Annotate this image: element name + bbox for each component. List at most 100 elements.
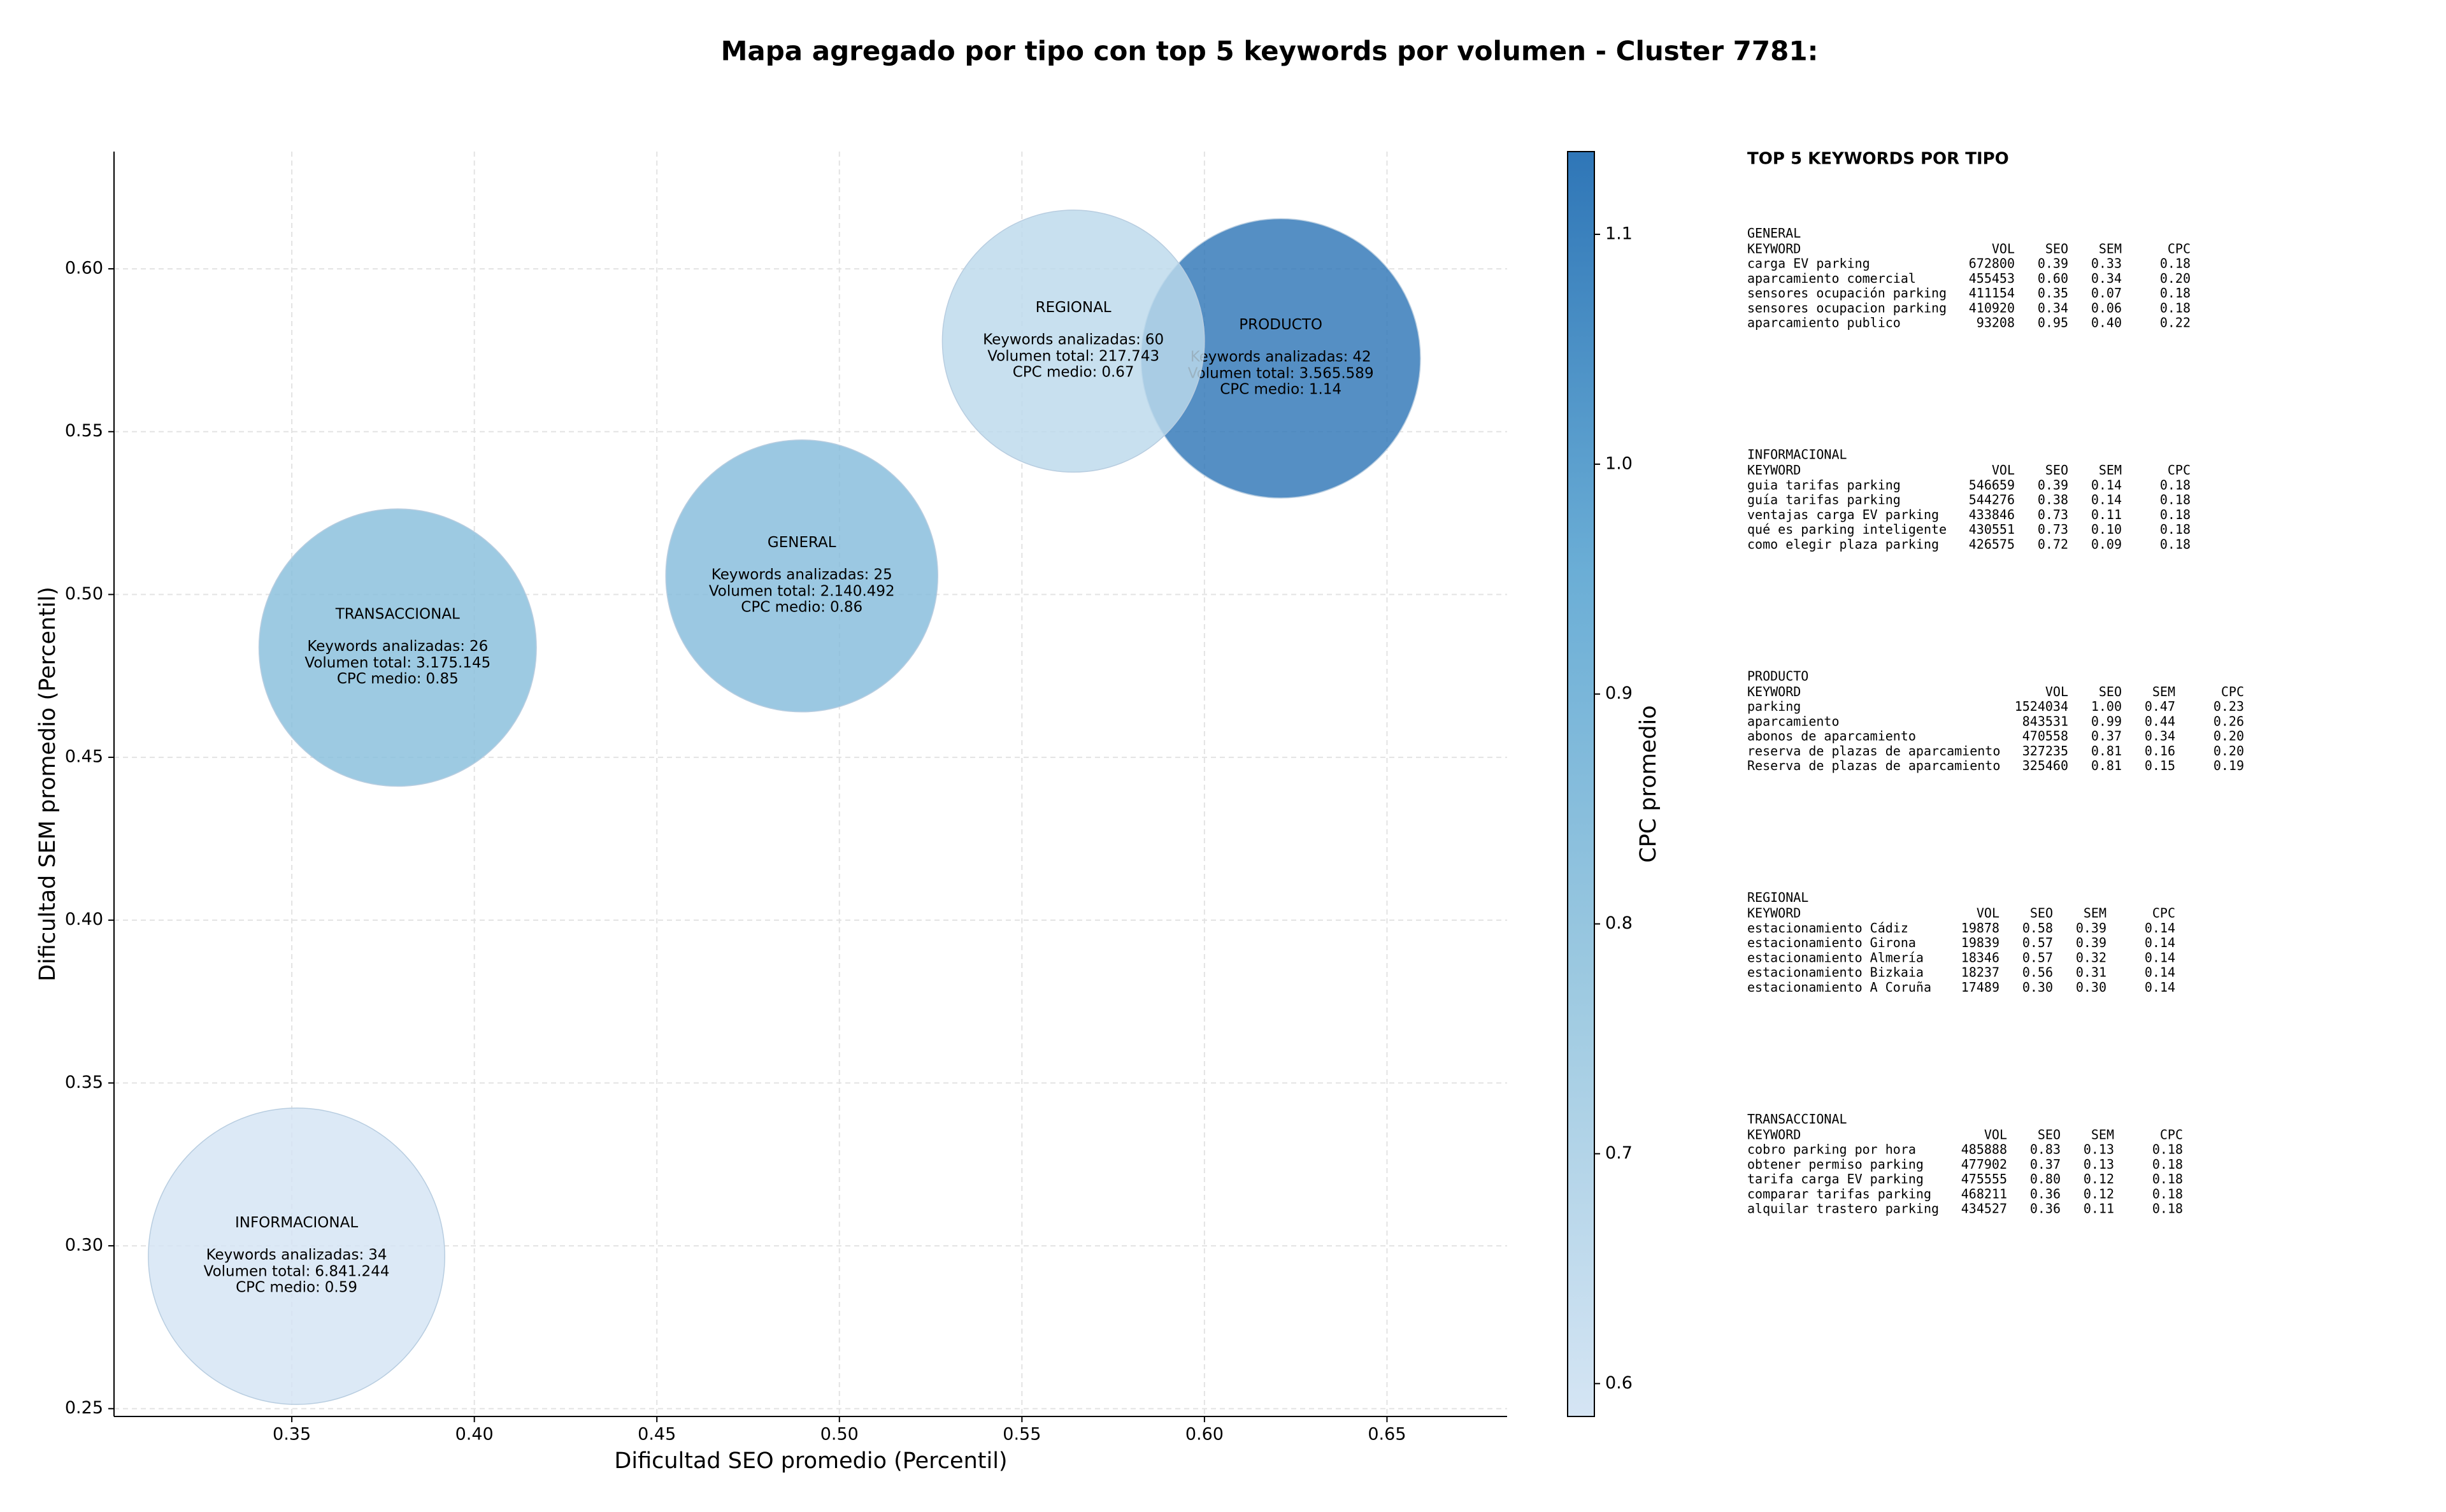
table-cell: 0.99	[2091, 713, 2122, 729]
table-cell: 0.14	[2091, 492, 2122, 508]
table-cell: 0.37	[2030, 1157, 2061, 1172]
column-header: VOL	[2045, 684, 2068, 699]
column-header: VOL	[1977, 906, 1999, 921]
table-cell: 0.13	[2084, 1142, 2114, 1157]
column-header: KEYWORD	[1747, 684, 1801, 699]
colorbar-label: CPC promedio	[1636, 705, 1661, 862]
table-cell: 0.81	[2091, 758, 2122, 773]
table-cell: parking	[1747, 699, 1801, 714]
table-cell: 0.40	[2091, 315, 2122, 331]
table-cell: 0.19	[2214, 758, 2244, 773]
bubble-name: GENERAL	[768, 534, 836, 551]
annotation-label: Keywords analizadas:	[1191, 348, 1348, 365]
table-cell: 0.22	[2160, 315, 2191, 331]
annotation-value: 2.140.492	[820, 583, 895, 599]
table-cell: 410920	[1969, 300, 2015, 315]
table-cell: 0.18	[2152, 1186, 2183, 1201]
table-cell: 0.34	[2038, 300, 2068, 315]
y-tick-label: 0.55	[65, 421, 103, 441]
table-cell: 19839	[1961, 935, 1999, 950]
table-cell: 0.39	[2038, 256, 2068, 271]
column-header: VOL	[1992, 241, 2015, 256]
annotation-value: 0.67	[1101, 364, 1134, 380]
bubble-annotation: Keywords analizadas: 34	[206, 1246, 387, 1263]
table-cell: obtener permiso parking	[1747, 1157, 1924, 1172]
table-cell: 0.35	[2038, 285, 2068, 301]
table-cell: 0.26	[2214, 713, 2244, 729]
bubble-name: INFORMACIONAL	[235, 1215, 358, 1231]
table-cell: 0.34	[2145, 729, 2175, 744]
x-tick-label: 0.65	[1368, 1425, 1406, 1444]
bubble-name: PRODUCTO	[1239, 317, 1322, 333]
table-cell: 18346	[1961, 950, 1999, 965]
annotation-value: 34	[368, 1246, 387, 1263]
chart-title: Mapa agregado por tipo con top 5 keyword…	[721, 36, 1819, 67]
x-tick-label: 0.45	[638, 1425, 676, 1444]
table-cell: 485888	[1961, 1142, 2007, 1157]
table-cell: 0.32	[2076, 950, 2106, 965]
table-cell: 327235	[2022, 743, 2068, 759]
y-tick-label: 0.40	[65, 909, 103, 929]
table-cell: 0.14	[2145, 980, 2175, 995]
table-cell: 470558	[2022, 729, 2068, 744]
table-cell: Reserva de plazas de aparcamiento	[1747, 758, 2000, 773]
annotation-value: 3.565.589	[1299, 365, 1374, 382]
annotation-value: 25	[873, 566, 892, 583]
table-cell: 0.18	[2160, 477, 2191, 492]
bubble-annotation: Volumen total: 3.565.589	[1188, 365, 1374, 382]
column-header: SEO	[2045, 462, 2068, 478]
column-header: SEO	[2038, 1127, 2061, 1142]
bubble-annotation: Volumen total: 3.175.145	[304, 654, 490, 671]
column-header: CPC	[2168, 462, 2191, 478]
colorbar-tick-label: 0.6	[1605, 1373, 1633, 1393]
x-tick-label: 0.40	[455, 1425, 494, 1444]
bubble-name: REGIONAL	[1036, 299, 1112, 316]
section-name: TRANSACCIONAL	[1747, 1111, 1847, 1127]
table-cell: aparcamiento publico	[1747, 315, 1901, 331]
x-axis-label: Dificultad SEO promedio (Percentil)	[614, 1448, 1007, 1474]
section-name: INFORMACIONAL	[1747, 447, 1847, 462]
table-cell: 0.20	[2214, 729, 2244, 744]
table-cell: 0.18	[2152, 1171, 2183, 1187]
column-header: KEYWORD	[1747, 462, 1801, 478]
annotation-label: CPC medio:	[236, 1279, 320, 1295]
table-cell: 0.14	[2145, 965, 2175, 980]
table-cell: alquilar trastero parking	[1747, 1201, 1939, 1216]
annotation-label: CPC medio:	[741, 599, 826, 615]
table-cell: 0.39	[2076, 935, 2106, 950]
panel-title: TOP 5 KEYWORDS POR TIPO	[1747, 150, 2009, 169]
column-header: SEM	[2152, 684, 2175, 699]
table-cell: 0.60	[2038, 271, 2068, 286]
table-cell: 546659	[1969, 477, 2015, 492]
table-cell: 0.14	[2145, 935, 2175, 950]
table-cell: estacionamiento Bizkaia	[1747, 965, 1924, 980]
table-cell: 0.18	[2152, 1142, 2183, 1157]
annotation-label: Keywords analizadas:	[307, 638, 465, 654]
bubble-annotation: Keywords analizadas: 60	[983, 331, 1164, 348]
table-cell: 1.00	[2091, 699, 2122, 714]
annotation-label: Keywords analizadas:	[206, 1246, 364, 1263]
table-cell: 0.18	[2160, 256, 2191, 271]
column-header: SEO	[2030, 906, 2053, 921]
column-header: CPC	[2168, 241, 2191, 256]
table-cell: 0.83	[2030, 1142, 2061, 1157]
colorbar-tick-label: 1.0	[1605, 453, 1633, 473]
column-header: VOL	[1992, 462, 2015, 478]
table-cell: 544276	[1969, 492, 2015, 508]
annotation-value: 3.175.145	[416, 654, 490, 671]
table-cell: 0.06	[2091, 300, 2122, 315]
table-cell: 0.12	[2084, 1186, 2114, 1201]
table-cell: reserva de plazas de aparcamiento	[1747, 743, 2000, 759]
column-header: KEYWORD	[1747, 906, 1801, 921]
column-header: SEO	[2045, 241, 2068, 256]
annotation-label: CPC medio:	[337, 670, 422, 687]
bubble-name: TRANSACCIONAL	[335, 606, 460, 622]
y-tick-label: 0.30	[65, 1236, 103, 1255]
colorbar-tick-label: 1.1	[1605, 224, 1633, 243]
table-cell: 672800	[1969, 256, 2015, 271]
colorbar-tick-label: 0.7	[1605, 1143, 1633, 1163]
section-name: PRODUCTO	[1747, 668, 1808, 683]
table-cell: qué es parking inteligente	[1747, 522, 1947, 537]
table-cell: 0.14	[2145, 920, 2175, 936]
table-cell: estacionamiento Cádiz	[1747, 920, 1908, 936]
